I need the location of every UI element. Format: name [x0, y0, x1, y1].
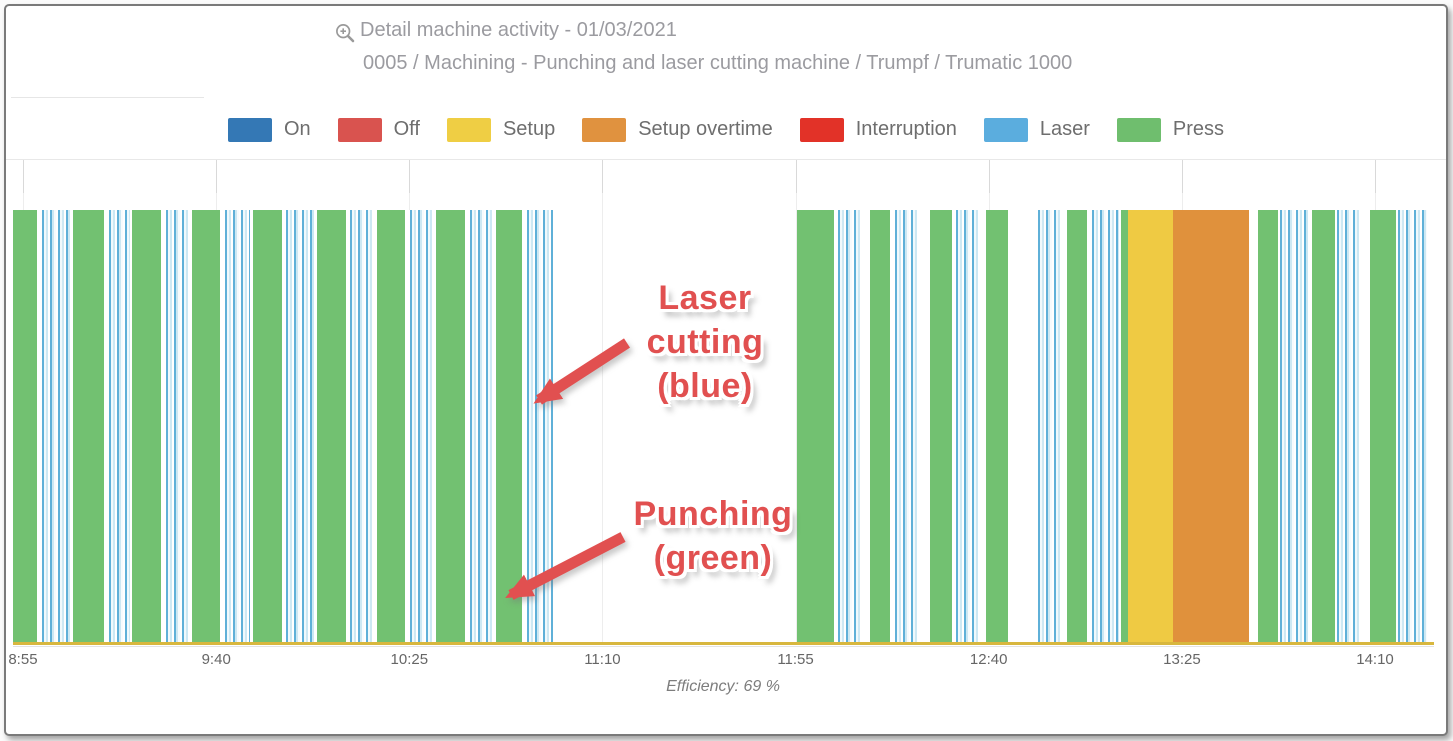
- segment-laser: [1335, 210, 1361, 643]
- tick-label: 11:55: [777, 651, 814, 668]
- segment-overtime: [1172, 210, 1250, 643]
- zoom-in-icon[interactable]: [335, 23, 355, 43]
- tick-mark: [216, 160, 218, 193]
- tick-label: 11:10: [584, 651, 621, 668]
- segment-laser: [106, 210, 130, 643]
- legend-swatch: [446, 117, 491, 142]
- segment-press: [13, 210, 38, 643]
- legend-label: Press: [1172, 118, 1225, 140]
- segment-laser: [1036, 210, 1062, 643]
- tick-label: 13:25: [1163, 651, 1201, 668]
- legend-label: Setup overtime: [638, 118, 773, 140]
- legend-item-interruption[interactable]: Interruption: [799, 117, 957, 142]
- legend-label: Laser: [1039, 118, 1090, 140]
- tick-label: 10:25: [390, 651, 429, 668]
- legend-swatch: [799, 117, 844, 142]
- legend-label: Off: [393, 118, 420, 140]
- legend: On Off Setup Setup overtime Interruption Lase…: [6, 100, 1446, 159]
- segment-press: [1370, 210, 1396, 643]
- timeline-plot: [13, 160, 1434, 647]
- annotation-line: cutting: [646, 323, 764, 361]
- segment-press: [869, 210, 890, 643]
- tick-label: 9:40: [201, 651, 231, 668]
- legend-swatch: [227, 117, 272, 142]
- activity-bars: [13, 210, 1434, 643]
- segment-laser: [524, 210, 553, 643]
- efficiency-label: Efficiency: 69 %: [666, 678, 780, 695]
- annotation-line: Punching: [633, 495, 793, 533]
- tick-mark: [409, 160, 411, 193]
- segment-press: [797, 210, 835, 643]
- segment-press: [132, 210, 161, 643]
- segment-press: [376, 210, 406, 643]
- legend-swatch: [1116, 117, 1161, 142]
- segment-laser: [1396, 210, 1427, 643]
- page-title: Detail machine activity - 01/03/2021: [360, 19, 677, 41]
- chart-panel: Detail machine activity - 01/03/2021 000…: [6, 6, 1446, 734]
- legend-swatch: [337, 117, 382, 142]
- gridline: [795, 160, 797, 643]
- legend-swatch: [983, 117, 1028, 142]
- segment-press: [986, 210, 1008, 643]
- segment-press: [1257, 210, 1278, 643]
- legend-item-setup-overtime[interactable]: Setup overtime: [582, 117, 773, 142]
- segment-laser: [348, 210, 374, 643]
- segment-laser: [835, 210, 862, 643]
- segment-laser: [223, 210, 251, 643]
- segment-press: [317, 210, 346, 643]
- segment-press: [1121, 210, 1128, 643]
- segment-press: [192, 210, 221, 643]
- segment-laser: [892, 210, 917, 643]
- segment-laser: [1090, 210, 1119, 643]
- segment-laser: [953, 210, 980, 643]
- segment-press: [1067, 210, 1088, 643]
- segment-press: [929, 210, 953, 643]
- segment-press: [496, 210, 522, 643]
- segment-laser: [39, 210, 70, 643]
- tick-mark: [1375, 160, 1377, 193]
- legend-item-off[interactable]: Off: [337, 117, 420, 142]
- annotation-punching: Punching (green): [634, 492, 793, 580]
- legend-label: On: [283, 118, 311, 140]
- tick-mark: [795, 160, 797, 193]
- x-axis-line: [13, 646, 1434, 647]
- legend-divider: [6, 159, 1446, 160]
- tick-mark: [22, 160, 24, 193]
- segment-laser: [1278, 210, 1308, 643]
- legend-item-on[interactable]: On: [227, 117, 311, 142]
- segment-setup: [1128, 210, 1173, 643]
- tick-mark: [602, 160, 604, 193]
- segment-press: [1311, 210, 1335, 643]
- tick-label: 12:40: [969, 651, 1008, 668]
- segment-press: [436, 210, 465, 643]
- app-window: Detail machine activity - 01/03/2021 000…: [4, 4, 1448, 736]
- annotation-line: (green): [653, 539, 773, 577]
- segment-press: [72, 210, 104, 643]
- segment-laser: [408, 210, 434, 643]
- setup-baseline: [13, 642, 1434, 645]
- annotation-line: (blue): [657, 367, 753, 405]
- legend-item-laser[interactable]: Laser: [983, 117, 1090, 142]
- legend-swatch: [582, 117, 627, 142]
- annotation-laser-cutting: Laser cutting (blue): [647, 276, 764, 408]
- segment-laser: [467, 210, 494, 643]
- legend-label: Interruption: [855, 118, 957, 140]
- segment-laser: [284, 210, 315, 643]
- legend-item-press[interactable]: Press: [1116, 117, 1225, 142]
- legend-item-setup[interactable]: Setup: [446, 117, 556, 142]
- segment-laser: [163, 210, 190, 643]
- segment-press: [253, 210, 282, 643]
- machine-subtitle: 0005 / Machining - Punching and laser cu…: [363, 52, 1073, 74]
- top-divider: [11, 97, 204, 98]
- tick-label: 8:55: [8, 651, 38, 668]
- tick-label: 14:10: [1356, 651, 1394, 668]
- legend-label: Setup: [502, 118, 556, 140]
- tick-mark: [1181, 160, 1183, 193]
- annotation-line: Laser: [658, 279, 752, 317]
- tick-mark: [988, 160, 990, 193]
